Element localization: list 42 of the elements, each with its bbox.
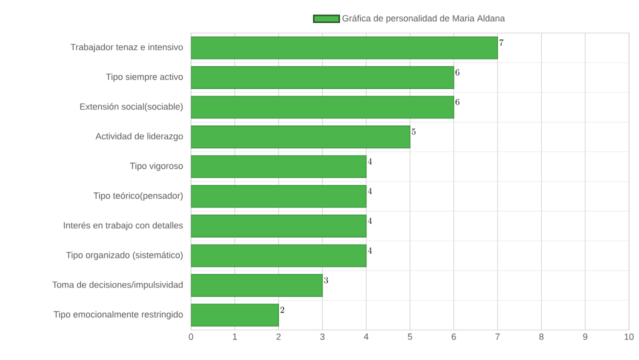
data-label: 6 — [456, 98, 460, 106]
bar — [191, 96, 454, 119]
y-tick-label: Trabajador tenaz e intensivo — [70, 44, 183, 52]
x-tick-label: 4 — [364, 334, 368, 340]
x-tick-label: 5 — [408, 334, 412, 340]
x-tick-label: 10 — [624, 334, 634, 340]
data-label: 3 — [324, 277, 328, 284]
x-tick-label: 3 — [320, 334, 324, 340]
y-tick-label: Extensión social(sociable) — [80, 103, 183, 112]
x-tick-label: 0 — [188, 334, 194, 340]
y-tick-label: Actividad de liderazgo — [96, 132, 183, 142]
data-label: 7 — [500, 39, 504, 46]
bar — [191, 126, 410, 148]
y-tick-label: Toma de decisiones/impulsividad — [52, 281, 183, 290]
x-tick-label: 8 — [539, 334, 544, 340]
bar — [191, 244, 367, 268]
bar — [191, 214, 367, 238]
x-tick-label: 2 — [276, 334, 281, 340]
y-tick-label: Tipo vigoroso — [130, 162, 183, 171]
y-tick-label: Interés en trabajo con detalles — [64, 222, 183, 230]
x-tick-label: 1 — [232, 334, 237, 340]
legend-label: Gráfica de personalidad de Maria Aldana — [342, 14, 505, 24]
data-label: 2 — [280, 306, 284, 313]
bar — [191, 155, 367, 178]
data-label: 4 — [368, 158, 372, 164]
bar — [191, 184, 367, 208]
data-label: 4 — [368, 188, 372, 194]
bar — [191, 304, 279, 327]
y-tick-label: Tipo emocionalmente restringido — [54, 310, 183, 320]
x-tick-label: 7 — [496, 334, 500, 340]
x-tick-label: 9 — [583, 334, 588, 340]
bar — [191, 66, 454, 89]
data-label: 6 — [456, 69, 460, 76]
bar — [191, 274, 323, 297]
bar — [191, 36, 498, 60]
data-label: 4 — [368, 218, 372, 224]
data-label: 5 — [412, 128, 416, 135]
data-label: 4 — [368, 247, 372, 254]
y-tick-label: Tipo teórico(pensador) — [94, 192, 183, 201]
x-tick-label: 6 — [452, 334, 456, 340]
y-tick-label: Tipo organizado (sistemático) — [66, 252, 183, 260]
y-tick-label: Tipo siempre activo — [106, 73, 183, 82]
